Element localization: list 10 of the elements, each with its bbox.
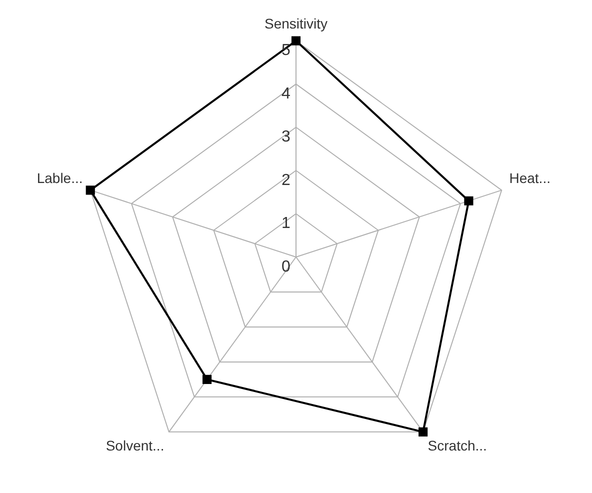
spoke-label: Heat... [509, 170, 550, 186]
y-tick-label: 2 [282, 172, 291, 189]
spoke-label: Scratch... [428, 438, 487, 454]
y-tick-label: 0 [282, 258, 291, 276]
spoke-label: Lable... [36, 170, 83, 186]
y-tick-label: 3 [282, 128, 291, 146]
spoke-label: Solvent... [106, 438, 164, 454]
spoke-label: Sensitivity [264, 15, 328, 32]
y-tick-label: 4 [282, 85, 291, 102]
y-tick-label: 1 [282, 215, 291, 232]
